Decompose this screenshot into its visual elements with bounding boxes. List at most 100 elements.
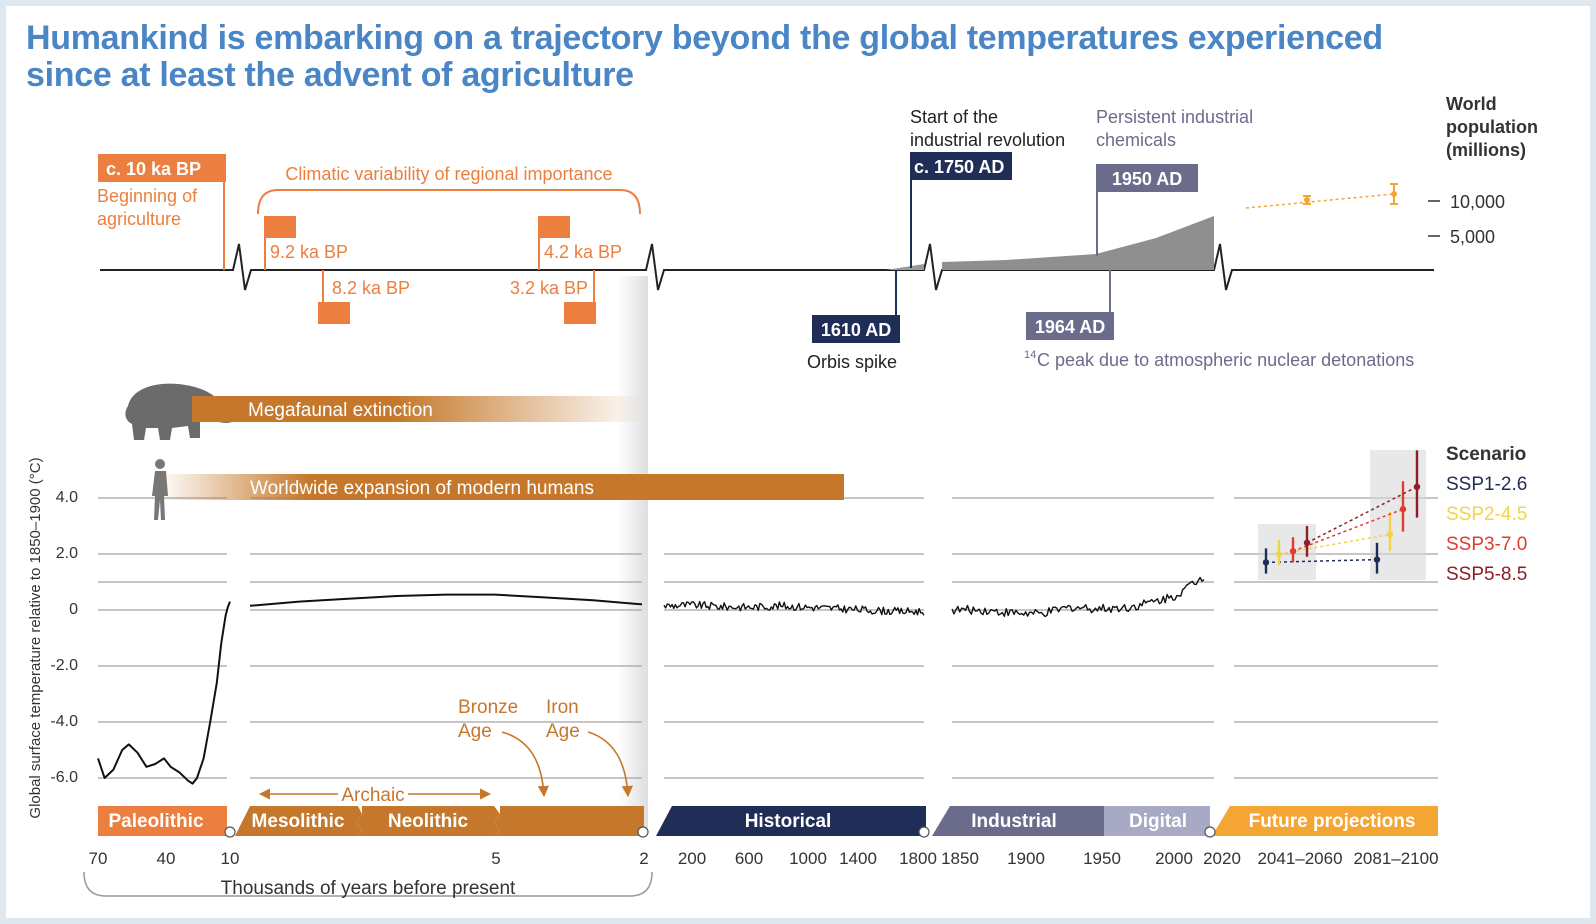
svg-text:agriculture: agriculture [97,209,181,229]
temperature-line-1 [97,601,231,785]
svg-text:5,000: 5,000 [1450,227,1495,247]
legend-ssp245: SSP2-4.5 [1446,504,1527,525]
x-tick-1800: 1800 [899,849,937,868]
event-9-2-ka: 9.2 ka BP [264,216,348,270]
projection-series [1258,450,1426,580]
scenario-legend: Scenario SSP1-2.6 SSP2-4.5 SSP3-7.0 SSP5… [1446,444,1527,585]
svg-text:10,000: 10,000 [1450,192,1505,212]
svg-text:Age: Age [546,721,580,742]
y-axis-title: Global surface temperature relative to 1… [27,457,44,818]
svg-text:Neolithic: Neolithic [388,811,469,832]
title-line-1: Humankind is embarking on a trajectory b… [26,19,1383,57]
svg-text:Age: Age [458,721,492,742]
event-industrial-revolution: Start of the industrial revolution c. 17… [910,107,1065,268]
svg-text:Paleolithic: Paleolithic [108,811,203,832]
x-tick-2041-2060: 2041–2060 [1257,849,1342,868]
projection-trend-SSP2-4.5 [1278,533,1391,555]
grid-lines [98,497,1438,779]
y-tick-m6: -6.0 [50,769,78,786]
svg-text:4.2 ka BP: 4.2 ka BP [544,242,622,262]
top-timeline [100,243,1434,291]
period-future [1212,806,1438,836]
event-8-2-ka: 8.2 ka BP [318,270,410,324]
svg-text:Start of the: Start of the [910,107,998,127]
event-orbis-spike: 1610 AD Orbis spike [807,270,900,372]
x-tick-1000: 1000 [789,849,827,868]
period-mesolithic [235,806,362,836]
x-tick-2: 2 [639,849,648,868]
y-axis: 4.0 2.0 0 -2.0 -4.0 -6.0 [50,489,78,786]
projection-point-SSP3-7.0 [1289,548,1297,555]
legend-ssp126: SSP1-2.6 [1446,474,1527,495]
svg-text:Bronze: Bronze [458,697,518,718]
x-tick-1950: 1950 [1083,849,1121,868]
projection-point-SSP5-8.5 [1413,483,1421,490]
projection-point-SSP2-4.5 [1386,531,1394,538]
projection-trend-SSP5-8.5 [1306,486,1418,544]
svg-text:Megafaunal extinction: Megafaunal extinction [248,400,433,421]
x-tick-2020: 2020 [1203,849,1241,868]
svg-text:Digital: Digital [1129,811,1187,832]
svg-text:Climatic variability of region: Climatic variability of regional importa… [285,164,612,184]
x-axis-bracket [83,871,653,897]
svg-text:Beginning of: Beginning of [97,186,198,206]
event-agriculture: c. 10 ka BP Beginning of agriculture [97,154,226,270]
projection-point-SSP1-2.6 [1373,556,1381,563]
event-c14-peak: 1964 AD 14 C peak due to atmospheric nuc… [1024,270,1414,370]
period-bronze-iron [494,806,644,836]
population-projection [1245,183,1398,209]
age-annotations: Bronze Age Iron Age Archaic [258,697,633,806]
legend-ssp585: SSP5-8.5 [1446,564,1527,585]
x-axis-title: Thousands of years before present [221,878,516,899]
period-paleolithic [98,806,227,836]
svg-text:Worldwide expansion of modern: Worldwide expansion of modern humans [250,478,594,499]
svg-text:industrial revolution: industrial revolution [910,130,1065,150]
svg-text:Archaic: Archaic [341,785,404,806]
svg-text:14: 14 [1024,349,1036,361]
svg-text:population: population [1446,117,1538,137]
projection-point-SSP3-7.0 [1399,506,1407,513]
population-axis: World population (millions) 10,000 5,000 [1428,94,1538,247]
temperature-line-2 [249,593,643,607]
svg-text:Orbis spike: Orbis spike [807,352,897,372]
period-neolithic [356,806,500,836]
svg-text:Historical: Historical [745,811,832,832]
svg-text:Persistent industrial: Persistent industrial [1096,107,1253,127]
x-tick-10: 10 [221,849,240,868]
temperature-series [97,576,1205,785]
figure-title: Humankind is embarking on a trajectory b… [26,20,1406,94]
svg-text:Future projections: Future projections [1249,811,1416,832]
population-area-preindustrial [886,264,924,270]
svg-text:Mesolithic: Mesolithic [252,811,345,832]
x-tick-1400: 1400 [839,849,877,868]
x-tick-2081-2100: 2081–2100 [1353,849,1438,868]
event-3-2-ka: 3.2 ka BP [510,270,596,324]
svg-text:World: World [1446,94,1497,114]
x-tick-5: 5 [491,849,500,868]
svg-text:(millions): (millions) [1446,140,1526,160]
projection-point-SSP5-8.5 [1303,539,1311,546]
y-tick-0: 0 [69,601,78,618]
projection-trend-SSP1-2.6 [1265,558,1378,564]
svg-text:8.2 ka BP: 8.2 ka BP [332,278,410,298]
svg-text:Industrial: Industrial [971,811,1057,832]
event-persistent-chemicals: Persistent industrial chemicals 1950 AD [1096,107,1253,256]
x-tick-1850: 1850 [941,849,979,868]
x-tick-600: 600 [735,849,763,868]
svg-text:9.2 ka BP: 9.2 ka BP [270,242,348,262]
y-tick-2: 2.0 [56,545,78,562]
svg-text:C peak due to atmospheric nucl: C peak due to atmospheric nuclear detona… [1037,350,1414,370]
population-area-industrial [942,216,1214,270]
x-tick-200: 200 [678,849,706,868]
legend-title: Scenario [1446,444,1526,465]
x-tick-40: 40 [157,849,176,868]
y-tick-4: 4.0 [56,489,78,506]
svg-text:1964 AD: 1964 AD [1035,317,1105,337]
svg-text:3.2 ka BP: 3.2 ka BP [510,278,588,298]
period-industrial [932,806,1104,836]
figure-canvas: Humankind is embarking on a trajectory b… [6,6,1590,918]
y-tick-m4: -4.0 [50,713,78,730]
event-4-2-ka: 4.2 ka BP [538,216,622,270]
title-line-2: since at least the advent of agriculture [26,56,634,94]
x-tick-70: 70 [89,849,108,868]
